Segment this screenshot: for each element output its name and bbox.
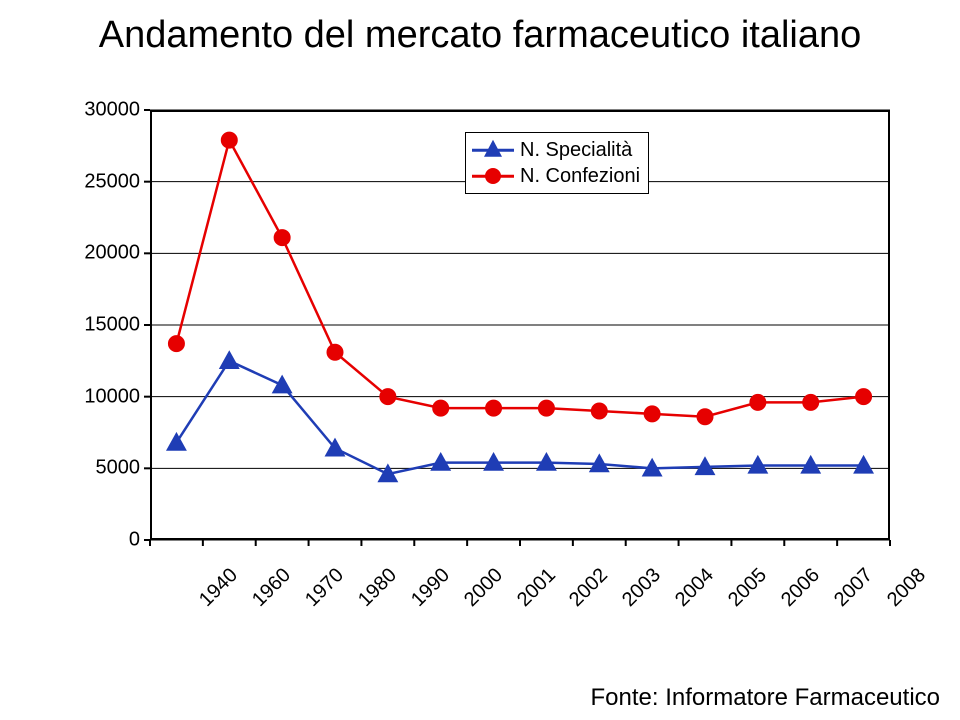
ytick-label: 15000: [60, 314, 140, 337]
legend-swatch: [472, 166, 514, 186]
legend: N. Specialità N. Confezioni: [465, 132, 649, 194]
legend-row: N. Confezioni: [472, 163, 640, 189]
source-caption: Fonte: Informatore Farmaceutico: [591, 684, 940, 712]
ytick-label: 5000: [60, 457, 140, 480]
ytick-label: 10000: [60, 385, 140, 408]
ytick-label: 30000: [60, 99, 140, 122]
page-root: Andamento del mercato farmaceutico itali…: [0, 0, 960, 720]
ytick-label: 0: [60, 529, 140, 552]
ytick-label: 25000: [60, 170, 140, 193]
ytick-label: 20000: [60, 242, 140, 265]
legend-label: N. Specialità: [520, 139, 632, 162]
legend-swatch: [472, 140, 514, 160]
legend-label: N. Confezioni: [520, 165, 640, 188]
chart-title: Andamento del mercato farmaceutico itali…: [0, 14, 960, 57]
chart-container: N. Specialità N. Confezioni 0 5000 10000 150…: [60, 100, 900, 610]
legend-row: N. Specialità: [472, 137, 640, 163]
